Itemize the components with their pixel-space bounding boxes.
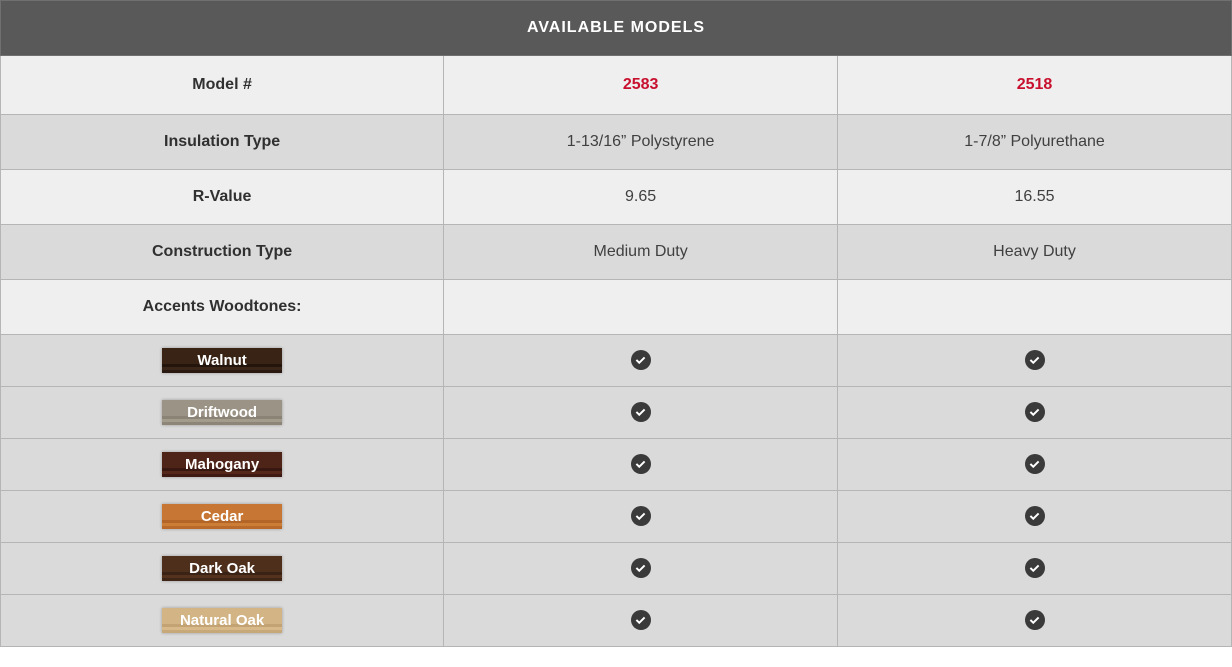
woodtone-label-cell: Walnut (1, 335, 444, 387)
check-icon (631, 350, 651, 370)
woodtone-check-b (838, 335, 1232, 387)
spec-label: Construction Type (1, 225, 444, 280)
woodtone-label-cell: Mahogany (1, 439, 444, 491)
woodtones-heading: Accents Woodtones: (1, 280, 444, 335)
woodtone-swatch: Cedar (162, 504, 282, 529)
empty-cell (838, 280, 1232, 335)
woodtone-check-a (444, 387, 838, 439)
spec-value-b: 1-7/8” Polyurethane (838, 115, 1232, 170)
woodtone-check-b (838, 387, 1232, 439)
woodtone-check-a (444, 439, 838, 491)
check-icon (1025, 350, 1045, 370)
woodtone-label-cell: Cedar (1, 491, 444, 543)
check-icon (631, 454, 651, 474)
spec-value-b: Heavy Duty (838, 225, 1232, 280)
empty-cell (444, 280, 838, 335)
check-icon (631, 402, 651, 422)
check-icon (631, 506, 651, 526)
woodtone-swatch: Walnut (162, 348, 282, 373)
woodtone-swatch: Mahogany (162, 452, 282, 477)
spec-value-a: 9.65 (444, 170, 838, 225)
woodtone-check-b (838, 595, 1232, 647)
woodtone-swatch: Driftwood (162, 400, 282, 425)
woodtone-label-cell: Driftwood (1, 387, 444, 439)
spec-value-a: 1-13/16” Polystyrene (444, 115, 838, 170)
check-icon (1025, 506, 1045, 526)
models-table: AVAILABLE MODELSModel #25832518 Insulatio… (0, 0, 1232, 647)
model-link-a[interactable]: 2583 (444, 56, 838, 115)
spec-label: Insulation Type (1, 115, 444, 170)
check-icon (631, 610, 651, 630)
woodtone-check-a (444, 491, 838, 543)
check-icon (1025, 402, 1045, 422)
check-icon (1025, 558, 1045, 578)
woodtone-label-cell: Natural Oak (1, 595, 444, 647)
spec-value-b: 16.55 (838, 170, 1232, 225)
header-label: Model # (1, 56, 444, 115)
table-title: AVAILABLE MODELS (1, 1, 1232, 56)
woodtone-label-cell: Dark Oak (1, 543, 444, 595)
check-icon (631, 558, 651, 578)
check-icon (1025, 454, 1045, 474)
woodtone-swatch: Natural Oak (162, 608, 282, 633)
woodtone-check-b (838, 439, 1232, 491)
woodtone-check-b (838, 491, 1232, 543)
spec-value-a: Medium Duty (444, 225, 838, 280)
woodtone-swatch: Dark Oak (162, 556, 282, 581)
spec-label: R-Value (1, 170, 444, 225)
model-link-b[interactable]: 2518 (838, 56, 1232, 115)
available-models-table: AVAILABLE MODELSModel #25832518 Insulatio… (0, 0, 1232, 647)
woodtone-check-b (838, 543, 1232, 595)
woodtone-check-a (444, 543, 838, 595)
check-icon (1025, 610, 1045, 630)
woodtone-check-a (444, 595, 838, 647)
woodtone-check-a (444, 335, 838, 387)
